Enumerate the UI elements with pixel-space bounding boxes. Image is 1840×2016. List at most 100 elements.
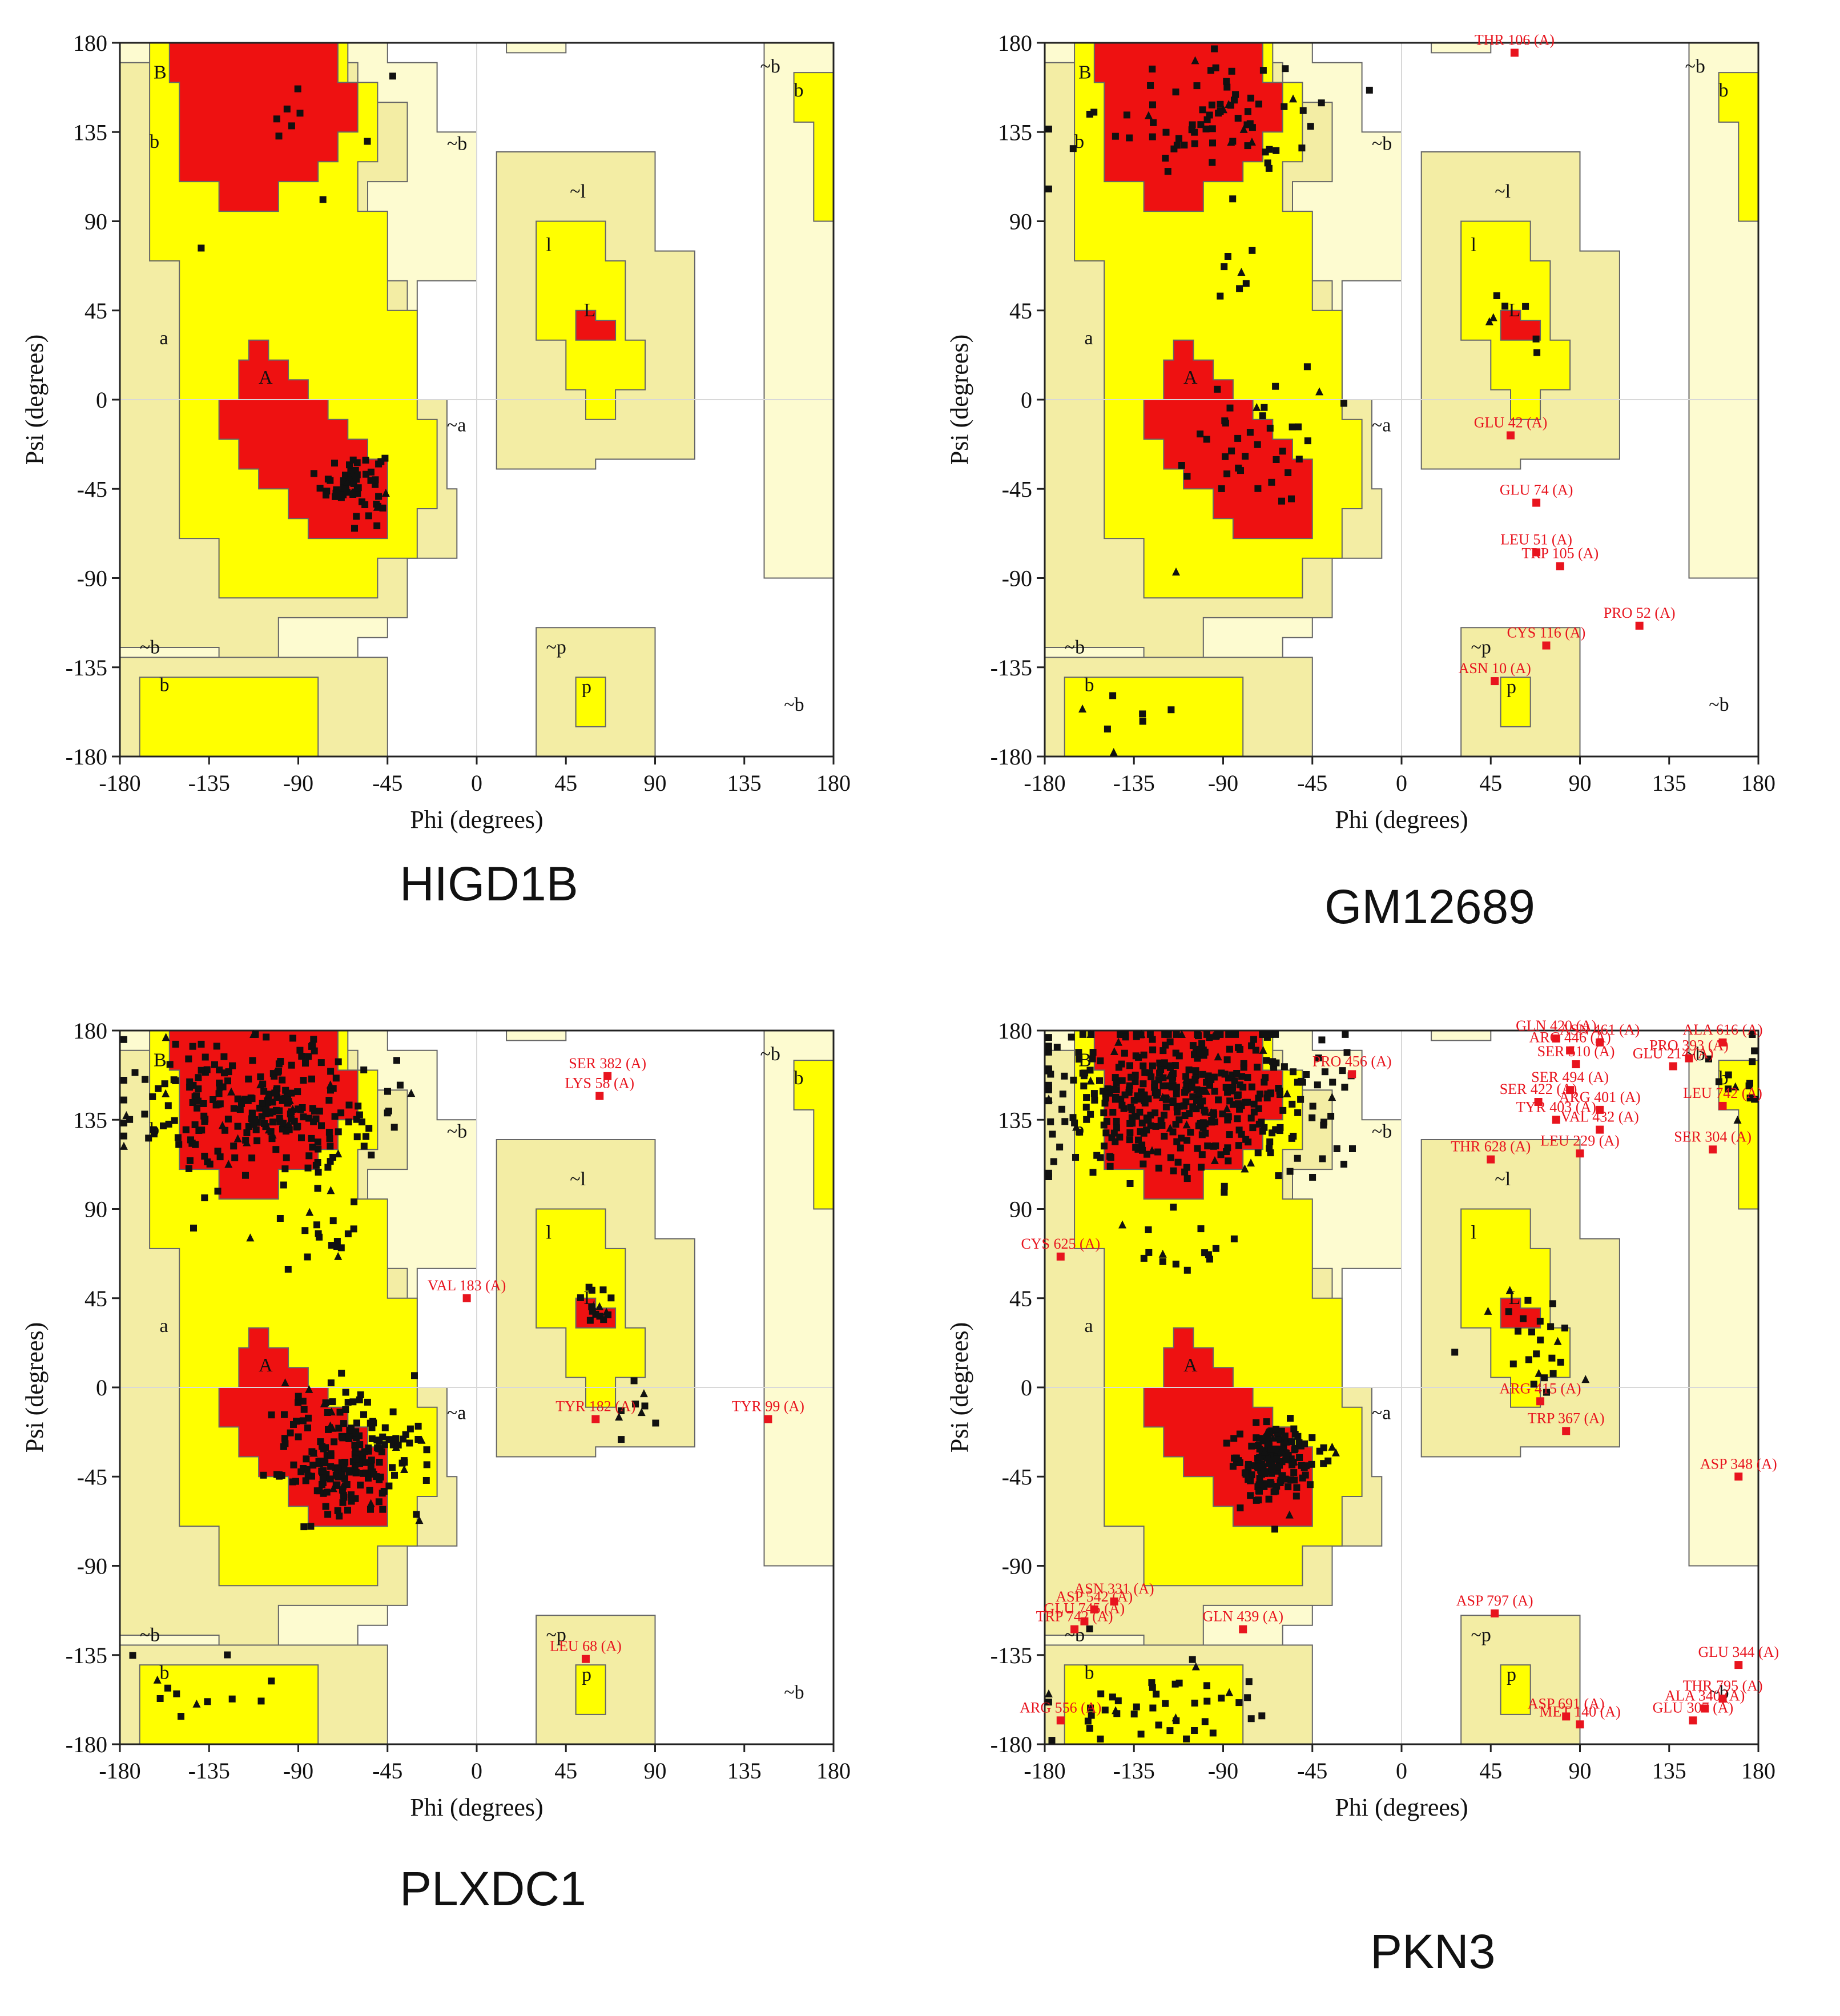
residue-point [1247, 1715, 1255, 1723]
residue-point [300, 1406, 308, 1413]
glycine-point [1086, 1029, 1095, 1038]
core-region [1500, 1297, 1541, 1329]
residue-point [1193, 82, 1201, 90]
residue-point [359, 1118, 365, 1126]
residue-point [1086, 1067, 1094, 1074]
residue-point [1279, 448, 1286, 455]
residue-point [1254, 1463, 1261, 1471]
residue-point [356, 1432, 363, 1439]
x-tick-label: 180 [816, 770, 851, 796]
residue-point [1705, 1055, 1712, 1063]
residue-point [1272, 1445, 1279, 1452]
allowed-region [1500, 677, 1531, 727]
residue-point [1167, 1154, 1174, 1161]
residue-point [1097, 1735, 1104, 1743]
residue-point [299, 1417, 307, 1425]
residue-point [1247, 1492, 1254, 1499]
residue-point [1271, 1526, 1278, 1533]
outlier-point [1718, 1101, 1727, 1110]
residue-point [1249, 247, 1256, 254]
outlier-label: TYR 99 (A) [732, 1398, 804, 1415]
residue-point [599, 1286, 607, 1294]
residue-point [1273, 1455, 1281, 1463]
glycine-point [233, 1134, 242, 1142]
residue-point [342, 1389, 349, 1396]
residue-point [1303, 363, 1311, 371]
residue-point [1140, 1080, 1147, 1088]
residue-point [1101, 1707, 1109, 1714]
region-label: b [150, 131, 159, 152]
residue-point [120, 1036, 127, 1043]
residue-point [1224, 1089, 1231, 1096]
y-tick-label: 45 [84, 298, 107, 324]
glycine-point [595, 1302, 604, 1310]
residue-point [1254, 1149, 1262, 1157]
residue-point [295, 1393, 302, 1400]
residue-point [1068, 1033, 1075, 1041]
residue-point [1725, 1085, 1732, 1093]
region-label: ~p [546, 1624, 566, 1645]
y-tick-label: -180 [991, 1732, 1032, 1757]
residue-point [1215, 1096, 1222, 1104]
residue-point [324, 1164, 332, 1171]
residue-point [221, 1069, 228, 1077]
glycine-point [1484, 1306, 1492, 1315]
glycine-point [1255, 1475, 1264, 1483]
residue-point [316, 485, 324, 492]
residue-point [1289, 1100, 1296, 1108]
residue-point [365, 1444, 372, 1452]
glycine-point [1505, 1286, 1514, 1294]
residue-point [1153, 1691, 1160, 1698]
residue-point [363, 1133, 369, 1140]
residue-point [202, 1053, 209, 1061]
residue-point [1209, 139, 1216, 147]
residue-point [1161, 1059, 1168, 1067]
residue-point [1162, 1041, 1169, 1049]
residue-point [257, 1697, 265, 1705]
residue-point [1173, 1090, 1180, 1097]
x-tick-label: -45 [1297, 1758, 1327, 1784]
x-tick-label: 90 [1569, 770, 1592, 796]
residue-point [1255, 1094, 1262, 1102]
residue-point [1113, 1117, 1120, 1125]
residue-point [344, 1399, 352, 1406]
residue-point [1132, 1052, 1140, 1060]
residue-point [129, 1652, 136, 1659]
residue-point [357, 1482, 364, 1489]
residue-point [1061, 1072, 1068, 1080]
x-tick-label: 90 [644, 1758, 667, 1784]
y-tick-label: -180 [66, 1732, 107, 1757]
outlier-label: THR 628 (A) [1451, 1138, 1531, 1155]
residue-point [1715, 1078, 1722, 1085]
residue-point [1234, 1092, 1241, 1100]
residue-point [1286, 1168, 1294, 1175]
outlier-label: PRO 393 (A) [1649, 1037, 1729, 1054]
residue-point [414, 1422, 422, 1430]
residue-point [1314, 1081, 1321, 1089]
residue-point [1260, 1031, 1267, 1038]
residue-point [268, 1411, 275, 1419]
plot-svg: Bb a A ~b b ~l l L ~a ~b ~b b ~p p ~b -180-180 -135 -135 -… [21, 30, 851, 834]
region-label: p [1507, 677, 1516, 698]
residue-point [389, 73, 396, 80]
x-axis-label: Phi (degrees) [1335, 1793, 1468, 1821]
residue-point [182, 1126, 190, 1133]
residue-point [1096, 1077, 1103, 1084]
residue-point [294, 1088, 301, 1096]
outlier-point [1669, 1062, 1677, 1071]
residue-point [1189, 1042, 1197, 1049]
outlier-label: TRP 742 (A) [1036, 1608, 1113, 1625]
residue-point [1225, 1031, 1233, 1038]
residue-point [308, 1075, 315, 1083]
residue-point [1045, 1034, 1052, 1041]
residue-point [1324, 1457, 1332, 1464]
residue-point [1113, 1079, 1120, 1087]
residue-point [367, 1506, 374, 1513]
residue-point [1266, 1460, 1273, 1467]
residue-point [1141, 1091, 1148, 1098]
residue-point [280, 1181, 287, 1189]
x-tick-label: 135 [1652, 1758, 1686, 1784]
residue-point [1281, 1432, 1289, 1440]
residue-point [1263, 1057, 1270, 1064]
residue-point [1218, 485, 1225, 492]
